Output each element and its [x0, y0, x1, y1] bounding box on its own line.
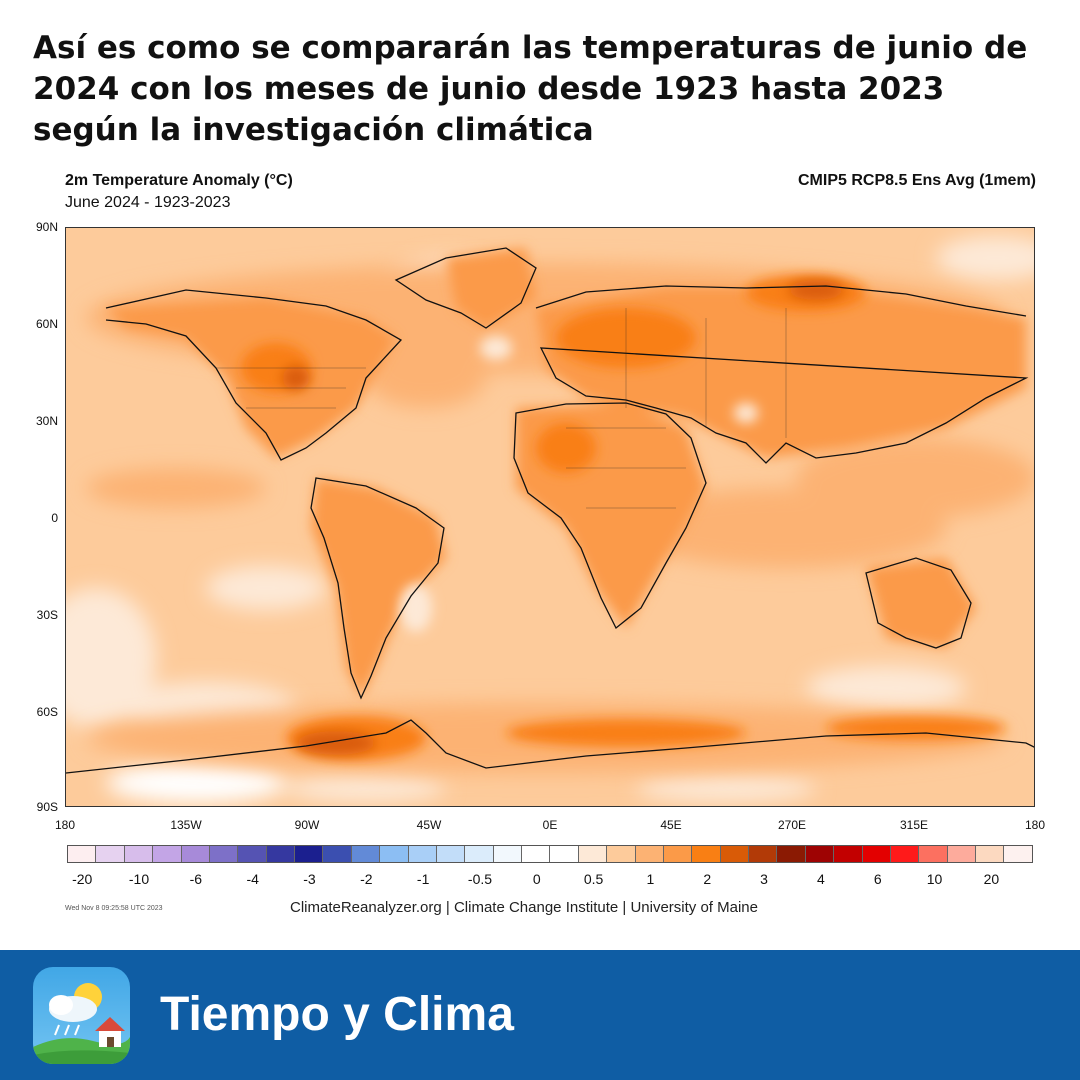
lat-label-60n: 60N: [35, 317, 58, 331]
colorbar-label: 1: [646, 871, 655, 887]
lat-label-30s: 30S: [36, 608, 58, 622]
colorbar-swatch: [947, 846, 976, 862]
colorbar-swatch: [805, 846, 835, 862]
colorbar-label: 20: [983, 871, 1000, 887]
lon-label-270e: 270E: [777, 818, 807, 832]
colorbar-swatch: [408, 846, 437, 862]
lon-label-45e: 45E: [660, 818, 682, 832]
lat-label-60s: 60S: [36, 705, 58, 719]
colorbar-swatch: [351, 846, 381, 862]
colorbar-label: -1: [416, 871, 430, 887]
headline: Así es como se compararán las temperatur…: [33, 30, 1028, 148]
anomaly-map-graphic: [66, 228, 1034, 806]
weather-app-icon: [33, 967, 130, 1064]
colorbar-label: 2: [703, 871, 712, 887]
model-label: CMIP5 RCP8.5 Ens Avg (1mem): [798, 172, 1036, 189]
lat-label-0: 0: [51, 511, 58, 525]
lat-label-90n: 90N: [35, 220, 58, 234]
colorbar-swatch: [238, 846, 267, 862]
colorbar-label: 10: [926, 871, 943, 887]
colorbar-swatch: [323, 846, 352, 862]
lon-label-315e: 315E: [899, 818, 929, 832]
colorbar-swatch: [295, 846, 324, 862]
lon-label-180e: 180: [1024, 818, 1046, 832]
colorbar-swatch: [607, 846, 636, 862]
lon-label-0e: 0E: [542, 818, 558, 832]
footer-banner: Tiempo y Clima: [0, 950, 1080, 1080]
colorbar-swatch: [834, 846, 863, 862]
colorbar-label: 0: [532, 871, 541, 887]
colorbar-swatch: [96, 846, 125, 862]
lat-label-90s: 90S: [36, 800, 58, 814]
colorbar-label: -4: [246, 871, 259, 887]
colorbar: [67, 845, 1033, 863]
colorbar-swatch: [862, 846, 891, 862]
map-title: 2m Temperature Anomaly (°C): [65, 172, 293, 189]
colorbar-label: -10: [128, 871, 150, 887]
colorbar-label: 6: [873, 871, 882, 887]
temperature-anomaly-figure: 2m Temperature Anomaly (°C) June 2024 - …: [0, 160, 1080, 930]
colorbar-label: 3: [760, 871, 768, 887]
colorbar-swatch: [749, 846, 778, 862]
lon-label-135w: 135W: [170, 818, 202, 832]
colorbar-swatch: [550, 846, 579, 862]
colorbar-label: 4: [817, 871, 825, 887]
colorbar-swatch: [919, 846, 948, 862]
colorbar-swatch: [380, 846, 409, 862]
colorbar-swatch: [181, 846, 210, 862]
colorbar-label: -20: [72, 871, 93, 887]
colorbar-label: -0.5: [467, 871, 493, 887]
colorbar-swatch: [493, 846, 522, 862]
colorbar-swatch: [777, 846, 806, 862]
lon-label-90w: 90W: [294, 818, 320, 832]
colorbar-swatch: [124, 846, 154, 862]
lon-label-45w: 45W: [416, 818, 442, 832]
colorbar-swatch: [266, 846, 295, 862]
colorbar-swatch: [663, 846, 693, 862]
timestamp: Wed Nov 8 09:25:58 UTC 2023: [65, 905, 163, 912]
colorbar-swatch: [635, 846, 664, 862]
colorbar-swatch: [153, 846, 182, 862]
colorbar-swatch: [692, 846, 721, 862]
map-subtitle: June 2024 - 1923-2023: [65, 194, 231, 211]
colorbar-swatch: [976, 846, 1005, 862]
colorbar-swatch: [209, 846, 239, 862]
colorbar-swatch: [1004, 846, 1032, 862]
colorbar-swatch: [68, 846, 97, 862]
colorbar-swatch: [522, 846, 551, 862]
colorbar-label: -3: [303, 871, 316, 887]
world-map: [65, 227, 1035, 807]
colorbar-label: -6: [189, 871, 203, 887]
credit-line: ClimateReanalyzer.org | Climate Change I…: [290, 899, 758, 916]
colorbar-swatch: [465, 846, 494, 862]
colorbar-label: -2: [360, 871, 373, 887]
lat-label-30n: 30N: [35, 414, 58, 428]
brand-name: Tiempo y Clima: [160, 988, 514, 1041]
colorbar-swatch: [890, 846, 920, 862]
lon-label-180w: 180: [54, 818, 76, 832]
colorbar-label: 0.5: [583, 871, 604, 887]
colorbar-swatch: [436, 846, 466, 862]
colorbar-swatch: [578, 846, 608, 862]
colorbar-swatch: [720, 846, 749, 862]
